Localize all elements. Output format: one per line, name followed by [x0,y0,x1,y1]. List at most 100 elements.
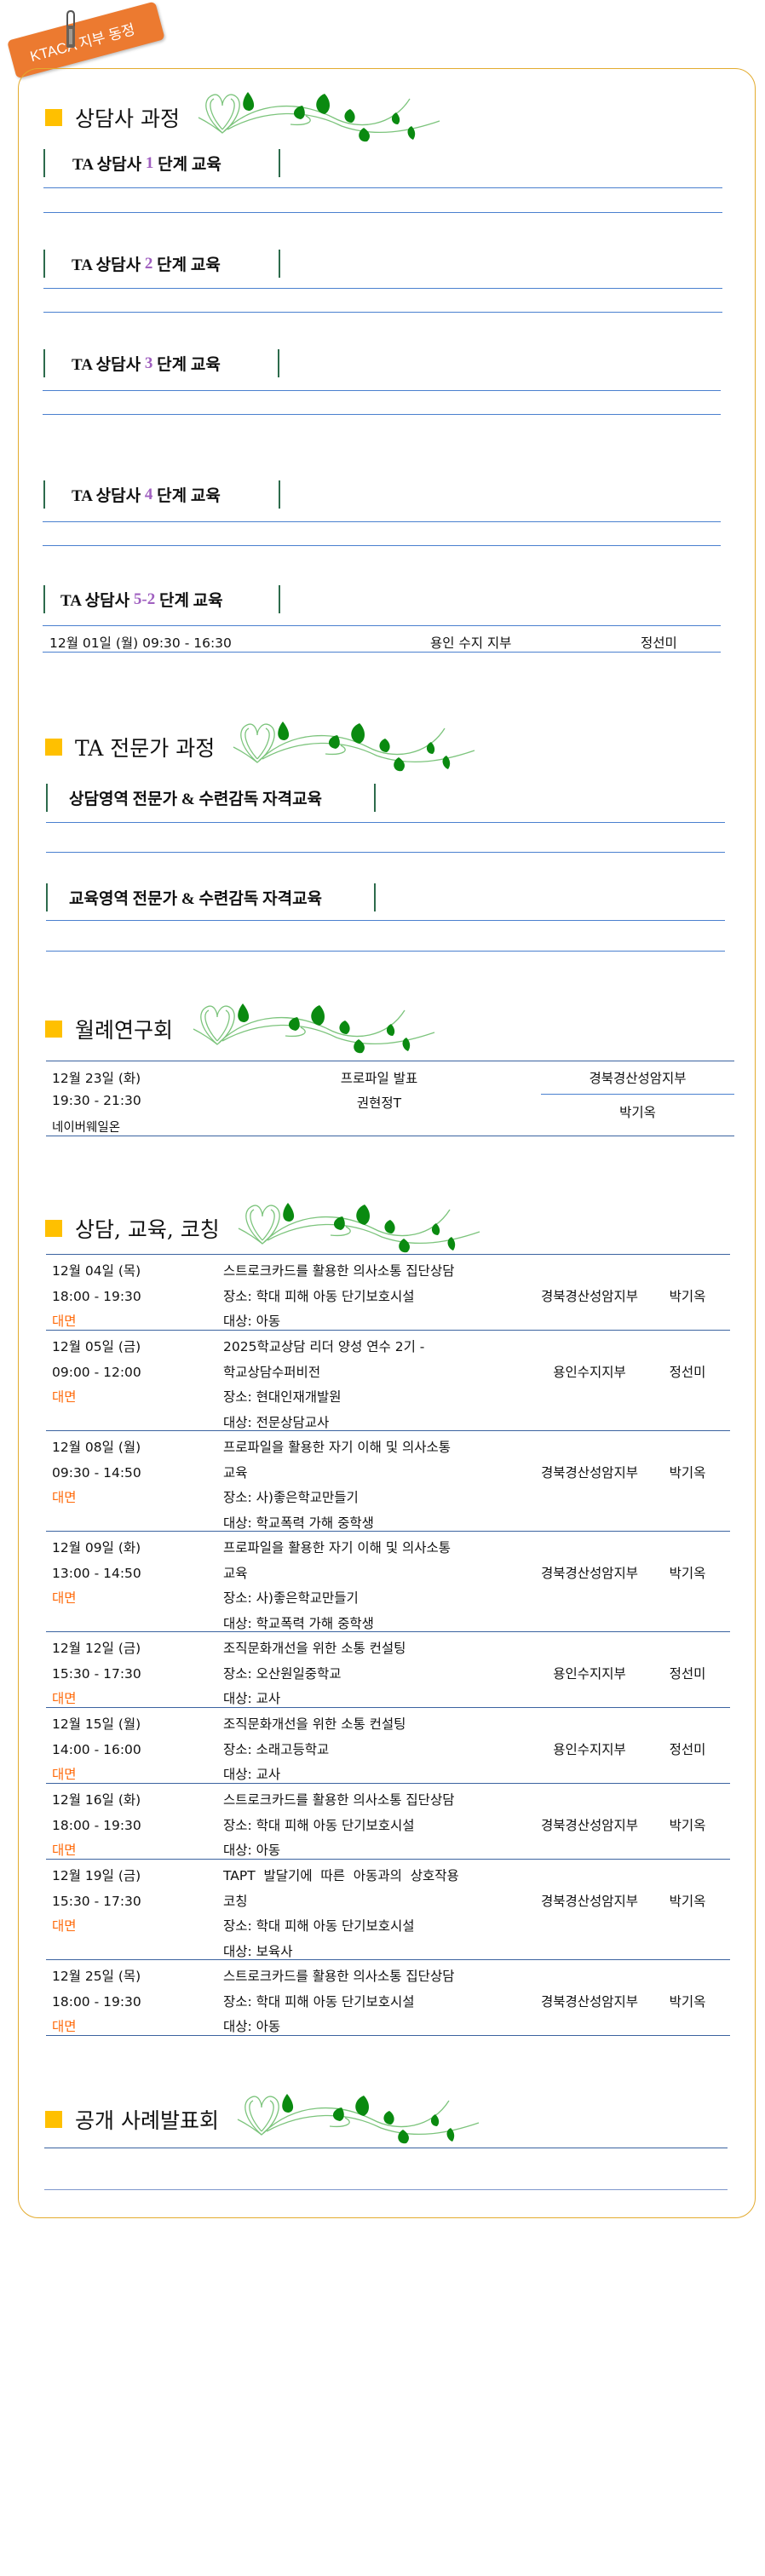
divider [44,2189,728,2190]
row-mode: 대면 [52,2019,77,2034]
row-desc-line: TAPT 발달기에 따른 아동과의 상호작용 [223,1868,459,1883]
monthly-topic: 프로파일 발표 [340,1071,418,1086]
row-desc-line: 스트로크카드를 활용한 의사소통 집단상담 [223,1263,455,1279]
row-branch: 경북경산성암지부 [540,1288,639,1304]
row-time: 13:00 - 14:50 [52,1565,141,1581]
row-name: 박기옥 [669,1993,706,2010]
row-desc-line: 장소: 사)좋은학교만들기 [223,1490,359,1505]
schedule-datetime: 12월 01일 (월) 09:30 - 16:30 [49,635,232,651]
row-desc-line: 2025학교상담 리더 양성 연수 2기 - [223,1339,425,1354]
row-date: 12월 04일 (목) [52,1263,141,1279]
row-desc-line: 교육 [223,1565,248,1581]
row-branch: 용인수지지부 [553,1364,626,1380]
row-datetime: 12월 16일 (화) 18:00 - 19:30 대면 [52,1788,141,1864]
vine-ornament-icon [237,1194,484,1254]
row-desc-line: 장소: 학대 피해 아동 단기보호시설 [223,1288,415,1304]
row-description: 프로파일을 활용한 자기 이해 및 의사소통 교육 장소: 사)좋은학교만들기 대상:… [223,1536,451,1636]
row-mode: 대면 [52,1843,77,1858]
row-time: 15:30 - 17:30 [52,1665,141,1682]
section-title-counselor: 상담사 과정 [45,92,444,142]
row-desc-line: 장소: 학대 피해 아동 단기보호시설 [223,1918,415,1934]
section-title-monthly: 월례연구회 [45,1003,439,1054]
row-desc-line: 스트로크카드를 활용한 의사소통 집단상담 [223,1969,455,1984]
divider [43,390,721,391]
row-datetime: 12월 25일 (목) 18:00 - 19:30 대면 [52,1964,141,2040]
row-name: 정선미 [669,1665,706,1682]
row-name: 박기옥 [669,1288,706,1304]
row-date: 12월 05일 (금) [52,1339,141,1354]
monthly-branch: 경북경산성암지부 [589,1071,687,1086]
section-tag: KTACA 지부 동정 [7,1,165,79]
row-time: 14:00 - 16:00 [52,1741,141,1757]
row-mode: 대면 [52,1590,77,1606]
row-desc-line: 장소: 학대 피해 아동 단기보호시설 [223,1817,415,1833]
monthly-presenter: 권현정T [356,1095,402,1111]
row-desc-line: 대상: 보육사 [223,1943,293,1959]
table-row: 12월 09일 (화) 13:00 - 14:50 대면 프로파일을 활용한 자기 이… [46,1532,730,1632]
row-desc-line: 대상: 아동 [223,1843,281,1858]
row-datetime: 12월 19일 (금) 15:30 - 17:30 대면 [52,1864,141,1940]
row-time: 18:00 - 19:30 [52,1817,141,1833]
divider [541,1094,734,1095]
row-mode: 대면 [52,1691,77,1706]
row-name: 박기옥 [669,1464,706,1481]
row-desc-line: 대상: 전문상담교사 [223,1414,330,1430]
divider [43,414,721,415]
row-desc-line: 대상: 학교폭력 가해 중학생 [223,1615,374,1631]
row-description: TAPT 발달기에 따른 아동과의 상호작용 코칭 장소: 학대 피해 아동 단기보… [223,1864,459,1964]
row-date: 12월 08일 (월) [52,1440,141,1455]
table-row: 12월 12일 (금) 15:30 - 17:30 대면 조직문화개선을 위한 소통 … [46,1632,730,1708]
stage-header-2: TA 상담사 2 단계 교육 [43,250,280,278]
row-name: 박기옥 [669,1565,706,1581]
row-desc-line: 장소: 학대 피해 아동 단기보호시설 [223,1993,415,2010]
row-datetime: 12월 05일 (금) 09:00 - 12:00 대면 [52,1335,141,1411]
row-name: 박기옥 [669,1817,706,1833]
monthly-place: 네이버웨일온 [52,1121,121,1135]
stage-header-4: TA 상담사 4 단계 교육 [43,480,280,509]
monthly-time: 19:30 - 21:30 [52,1093,141,1108]
row-desc-line: 장소: 현대인재개발원 [223,1389,342,1405]
table-row: 12월 15일 (월) 14:00 - 16:00 대면 조직문화개선을 위한 소통 … [46,1708,730,1784]
monthly-name: 박기옥 [619,1105,656,1120]
divider [46,951,725,952]
section-title-expert: TA 전문가 과정 [45,722,479,772]
row-branch: 경북경산성암지부 [540,1817,639,1833]
row-desc-line: 대상: 교사 [223,1691,281,1706]
row-description: 스트로크카드를 활용한 의사소통 집단상담 장소: 학대 피해 아동 단기보호시설… [223,1788,454,1864]
binder-clip-icon [66,10,75,48]
row-name: 정선미 [669,1741,706,1757]
row-time: 09:30 - 14:50 [52,1464,141,1481]
row-desc-line: 조직문화개선을 위한 소통 컨설팅 [223,1716,406,1732]
vine-ornament-icon [236,2085,483,2145]
row-desc-line: 교육 [223,1464,248,1481]
vine-ornament-icon [197,83,444,143]
row-mode: 대면 [52,1314,77,1329]
schedule-branch: 용인 수지 지부 [430,635,512,651]
row-mode: 대면 [52,1918,77,1934]
row-desc-line: 조직문화개선을 위한 소통 컨설팅 [223,1641,406,1656]
divider [46,1254,730,1255]
tag-label: KTACA 지부 동정 [28,21,137,66]
row-desc-line: 프로파일을 활용한 자기 이해 및 의사소통 [223,1540,452,1555]
row-time: 15:30 - 17:30 [52,1893,141,1909]
divider [46,920,725,921]
row-branch: 경북경산성암지부 [540,1893,639,1909]
row-mode: 대면 [52,1389,77,1405]
table-row: 12월 08일 (월) 09:30 - 14:50 대면 프로파일을 활용한 자기 이… [46,1431,730,1532]
monthly-date: 12월 23일 (화) [52,1071,141,1086]
divider [43,545,721,546]
divider [43,652,721,653]
row-desc-line: 장소: 오산원일중학교 [223,1665,342,1682]
divider [43,625,721,626]
row-branch: 용인수지지부 [553,1741,626,1757]
table-row: 12월 25일 (목) 18:00 - 19:30 대면 스트로크카드를 활용한 의사… [46,1960,730,2036]
row-datetime: 12월 09일 (화) 13:00 - 14:50 대면 [52,1536,141,1612]
row-date: 12월 25일 (목) [52,1969,141,1984]
row-desc-line: 대상: 학교폭력 가해 중학생 [223,1515,374,1531]
divider [43,288,722,289]
square-bullet-icon [45,739,62,756]
section-title-coaching: 상담, 교육, 코칭 [45,1203,484,1253]
table-row: 12월 16일 (화) 18:00 - 19:30 대면 스트로크카드를 활용한 의사… [46,1784,730,1860]
